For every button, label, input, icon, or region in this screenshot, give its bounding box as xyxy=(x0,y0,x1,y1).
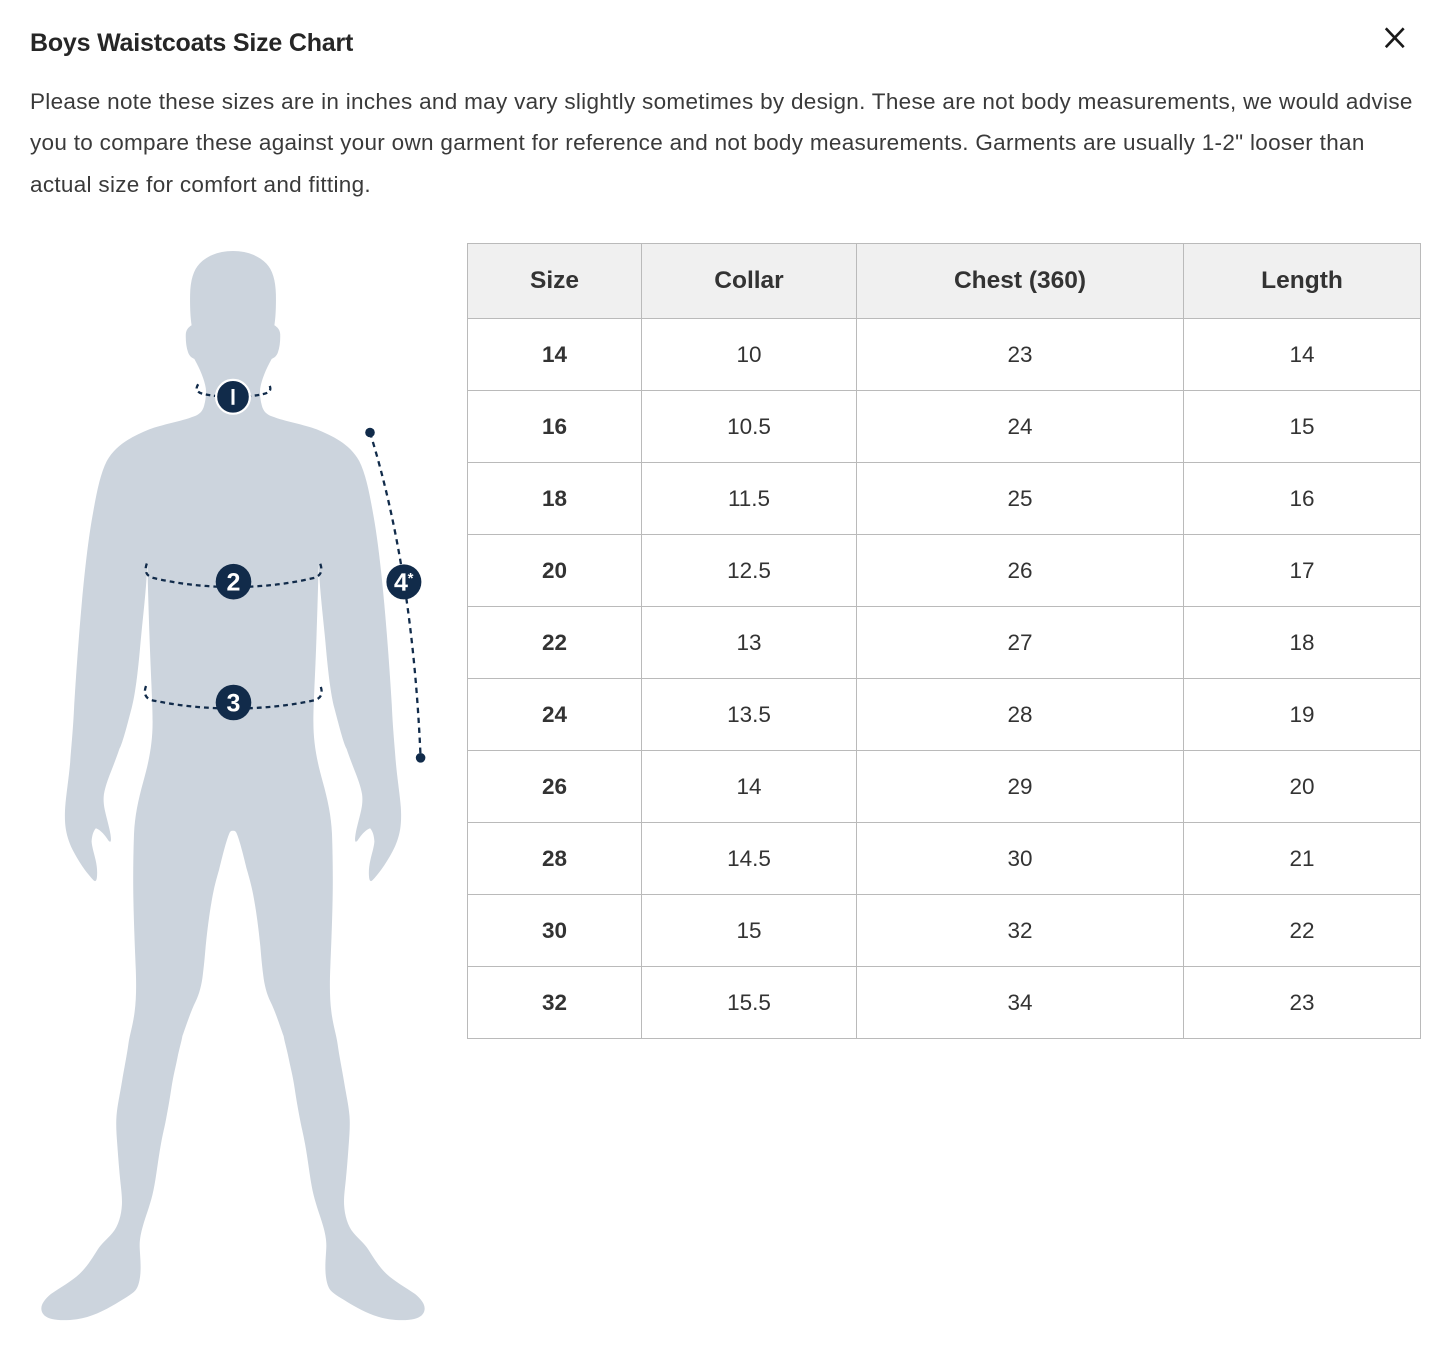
svg-text:*: * xyxy=(408,570,414,587)
svg-text:3: 3 xyxy=(227,689,241,717)
svg-text:2: 2 xyxy=(227,568,241,596)
svg-text:4: 4 xyxy=(394,569,408,597)
